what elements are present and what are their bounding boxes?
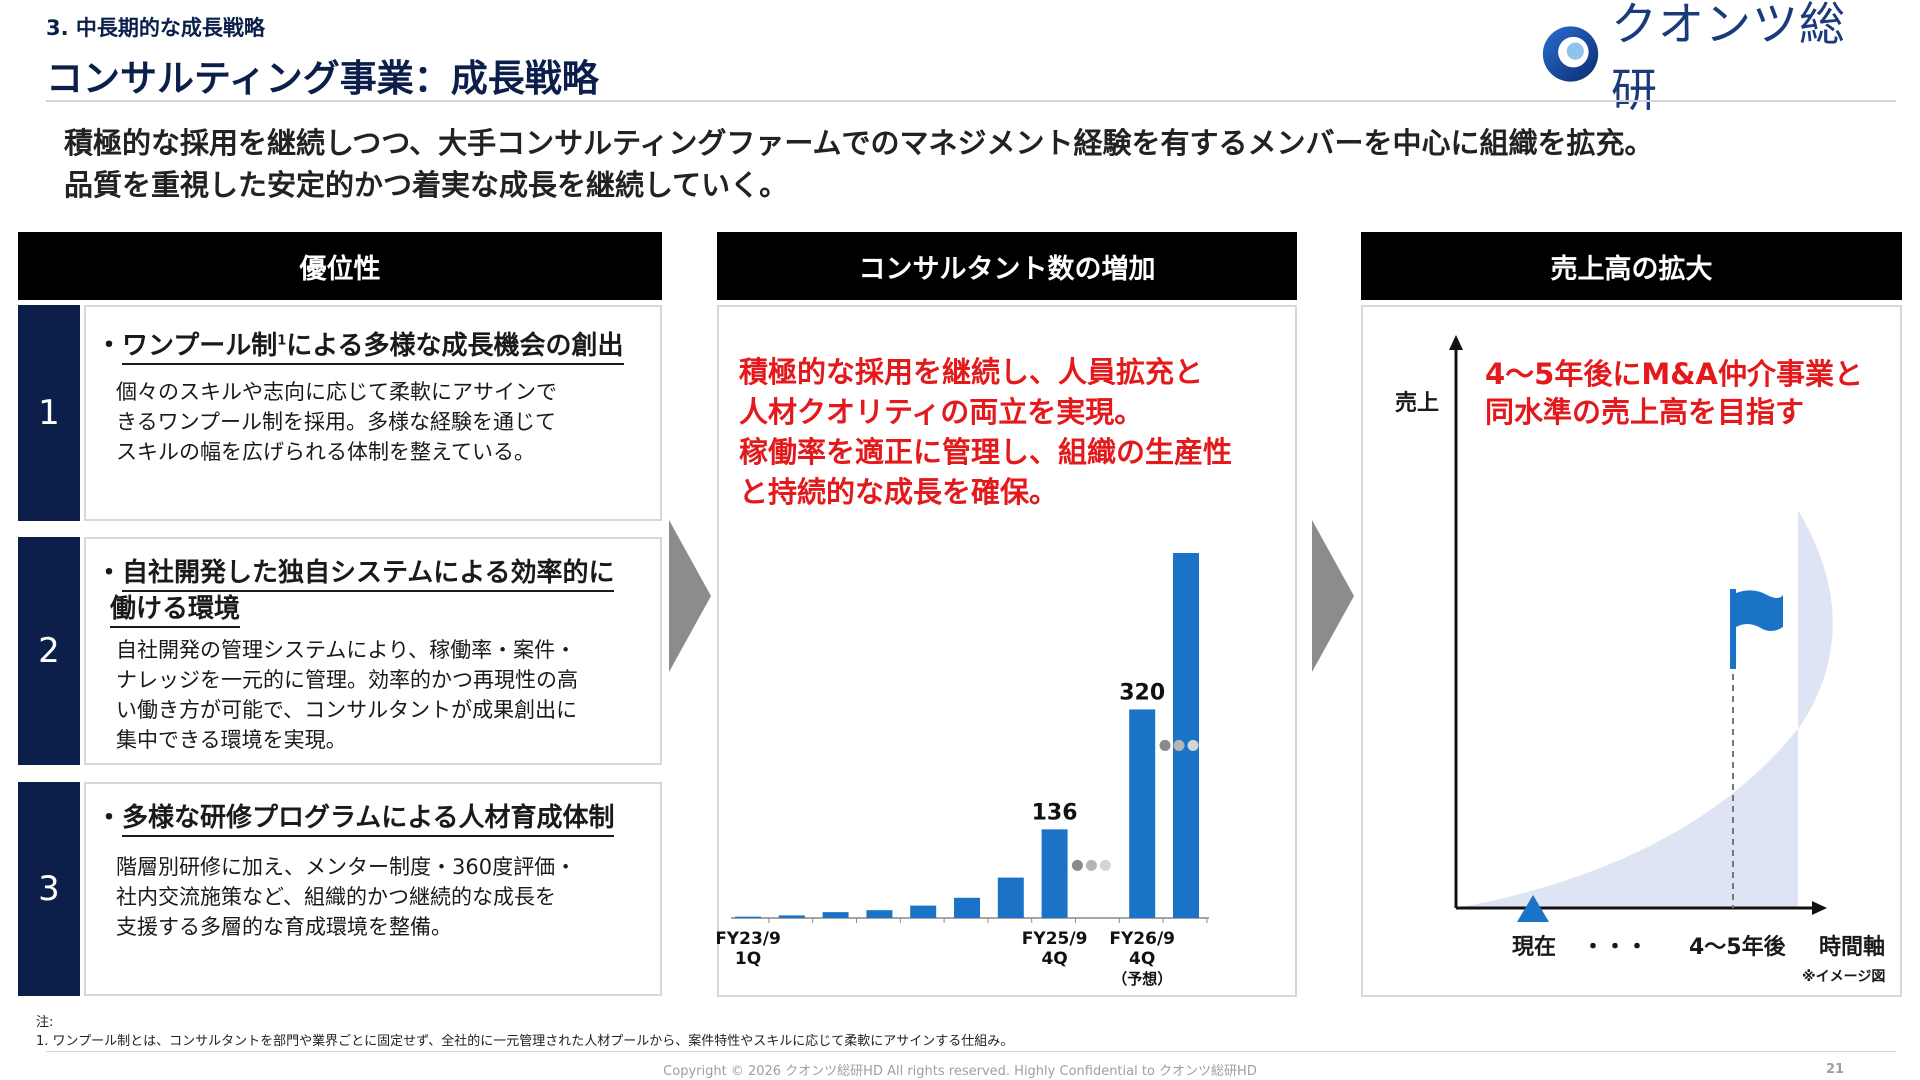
chart-bar (1041, 829, 1068, 918)
advantage-body-2: 自社開発の管理システムにより、稼働率・案件・ ナレッジを一元的に管理。効率的かつ… (116, 638, 578, 752)
chart-tick-label: 4Q (1129, 949, 1155, 969)
advantage-number-2: 2 (18, 537, 80, 765)
sales-message: 4〜5年後にM&A仲介事業と 同水準の売上高を目指す (1485, 357, 1863, 429)
lead-line-1: 積極的な採用を継続しつつ、大手コンサルティングファームでのマネジメント経験を有す… (64, 126, 1654, 160)
current-marker-icon (1517, 895, 1549, 922)
x-axis-label: 時間軸 (1819, 935, 1886, 960)
arrow-right-icon (1312, 520, 1354, 672)
logo-text: クオンツ総研 (1611, 0, 1847, 117)
advantage-body-3: 階層別研修に加え、メンター制度・360度評価・ 社内交流施策など、組織的かつ継続… (116, 855, 577, 939)
advantage-card-1: ・ワンプール制1による多様な成長機会の創出 個々のスキルや志向に応じて柔軟にアサ… (84, 305, 662, 521)
logo-mark-icon (1542, 26, 1599, 82)
company-logo: クオンツ総研 (1540, 0, 1880, 117)
flag-pole (1730, 589, 1736, 669)
chart-tick-label: 1Q (735, 949, 761, 969)
arrow-right-icon (669, 520, 711, 672)
advantages-header: 優位性 (18, 232, 662, 300)
gap-dot-icon (1099, 859, 1111, 871)
header-divider (46, 100, 1896, 102)
consultants-message: 積極的な採用を継続し、人員拡充と 人材クオリティの両立を実現。 稼働率を適正に管… (739, 355, 1233, 509)
lead-line-2: 品質を重視した安定的かつ着実な成長を継続していく。 (64, 168, 789, 202)
gap-dot-icon (1159, 739, 1171, 751)
page-number: 21 (1826, 1062, 1845, 1077)
lead-text: 積極的な採用を継続しつつ、大手コンサルティングファームでのマネジメント経験を有す… (64, 122, 1654, 206)
chart-bar (997, 877, 1024, 918)
chart-bar (866, 910, 893, 918)
footnote-1: 1. ワンプール制とは、コンサルタントを部門や業界ごとに固定せず、全社的に一元管… (36, 1034, 1014, 1049)
gap-dot-icon (1187, 739, 1199, 751)
advantage-number-1: 1 (18, 305, 80, 521)
advantage-card-3: ・多様な研修プログラムによる人材育成体制 階層別研修に加え、メンター制度・360… (84, 782, 662, 996)
advantage-title-1: ・ワンプール制1による多様な成長機会の創出 (96, 323, 656, 365)
consultants-header: コンサルタント数の増加 (717, 232, 1297, 300)
flag-icon (1736, 590, 1783, 631)
advantage-title-2: ・自社開発した独自システムによる効率的に 働ける環境 (96, 555, 656, 628)
x-label-dots: ・・・ (1582, 935, 1649, 960)
footnote-label: 注: (36, 1015, 54, 1030)
gap-dot-icon (1173, 739, 1185, 751)
sales-y-axis-label: 売上 (1395, 391, 1440, 416)
chart-tick-label: （予想） (1112, 970, 1172, 988)
image-note: ※イメージ図 (1802, 969, 1886, 985)
page-title: コンサルティング事業：成長戦略 (46, 57, 599, 100)
advantage-body-1: 個々のスキルや志向に応じて柔軟にアサインで きるワンプール制を採用。多様な経験を… (116, 380, 557, 464)
section-label: 3. 中長期的な成長戦略 (46, 16, 265, 40)
chart-tick-label: FY26/9 (1109, 929, 1175, 949)
advantage-card-2: ・自社開発した独自システムによる効率的に 働ける環境 自社開発の管理システムによ… (84, 537, 662, 765)
sales-header: 売上高の拡大 (1361, 232, 1902, 300)
advantage-title-3: ・多様な研修プログラムによる人材育成体制 (96, 800, 656, 837)
x-label-now: 現在 (1512, 935, 1557, 960)
x-label-future: 4〜5年後 (1689, 935, 1786, 960)
chart-bar (910, 905, 937, 918)
chart-bar (954, 897, 980, 918)
copyright: Copyright © 2026 クオンツ総研HD All rights res… (663, 1064, 1257, 1079)
chart-tick-label: 4Q (1041, 949, 1067, 969)
chart-data-label: 320 (1119, 680, 1165, 705)
x-axis-arrow-icon (1812, 901, 1827, 915)
chart-bar (778, 915, 805, 918)
chart-tick-label: FY25/9 (1022, 929, 1088, 949)
footer-divider (46, 1051, 1896, 1052)
gap-dot-icon (1071, 859, 1083, 871)
gap-dot-icon (1085, 859, 1097, 871)
chart-data-label: 136 (1032, 800, 1078, 825)
chart-tick-label: FY23/9 (717, 929, 781, 949)
sales-growth-area (1456, 510, 1833, 908)
sales-growth-diagram (1449, 335, 1833, 922)
advantage-number-3: 3 (18, 782, 80, 996)
y-axis-arrow-icon (1449, 335, 1463, 350)
chart-bar (822, 912, 849, 918)
chart-bar (1173, 553, 1199, 918)
chart-bar (1129, 709, 1156, 918)
chart-bar (735, 916, 761, 918)
